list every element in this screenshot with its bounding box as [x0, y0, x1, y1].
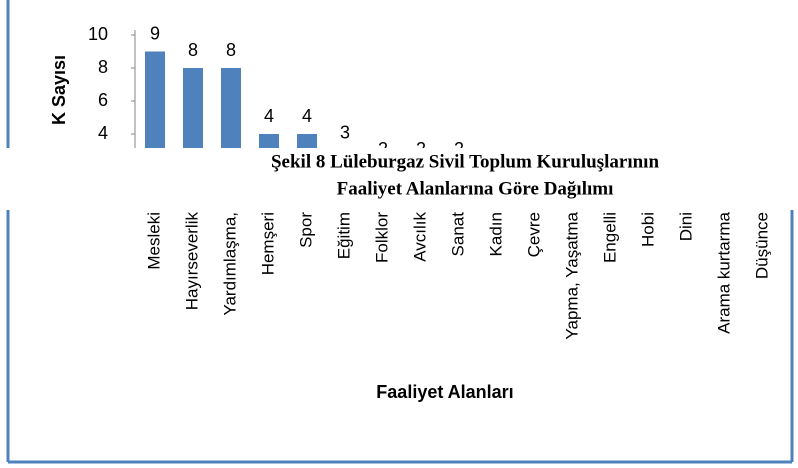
data-label: 2 [416, 139, 426, 159]
y-tick-label: 10 [88, 24, 108, 44]
y-tick-label: 6 [98, 90, 108, 110]
x-tick-label: Yardımlaşma, [220, 212, 239, 316]
x-tick-label: Eğitim [334, 212, 353, 259]
bar [183, 68, 203, 148]
data-label: 2 [378, 139, 388, 159]
caption: Şekil 8 Lüleburgaz Sivil Toplum Kuruluşl… [271, 151, 659, 172]
data-label: 1 [758, 155, 768, 175]
x-tick-label: Arama kurtarma [714, 211, 733, 333]
frame [6, 0, 794, 464]
bar [145, 51, 165, 148]
y-tick-label: 8 [98, 57, 108, 77]
data-label: 4 [264, 106, 274, 126]
x-tick-label: Mesleki [144, 212, 163, 270]
data-label: 9 [150, 23, 160, 43]
data-label: 2 [454, 139, 464, 159]
bar [297, 134, 317, 148]
x-tick-label: Yapma, Yaşatma [562, 211, 581, 339]
x-tick-label: Hobi [638, 212, 657, 247]
x-tick-label: Engelli [600, 212, 619, 263]
bar [259, 134, 279, 148]
x-tick-label: Hemşeri [258, 212, 277, 275]
data-label: 4 [302, 106, 312, 126]
x-tick-label: Kadın [486, 212, 505, 256]
x-axis-title: Faaliyet Alanları [376, 382, 513, 402]
x-tick-label: Spor [296, 212, 315, 248]
bar [715, 184, 735, 201]
x-tick-label: Hayırseverlik [182, 212, 201, 311]
data-label: 8 [226, 40, 236, 60]
y-axis-title: K Sayısı [49, 55, 69, 125]
x-tick-label: Düşünce [752, 212, 771, 279]
x-tick-label: Folklor [372, 212, 391, 263]
data-label: 1 [682, 155, 692, 175]
data-label: 1 [720, 155, 730, 175]
bar [639, 184, 659, 201]
x-tick-label: Dini [676, 212, 695, 241]
x-tick-label: Çevre [524, 212, 543, 257]
caption: Faaliyet Alanlarına Göre Dağılımı [337, 178, 614, 199]
x-tick-label: Sanat [448, 212, 467, 257]
data-label: 8 [188, 40, 198, 60]
bar [221, 68, 241, 148]
x-tick-label: Avcılık [410, 212, 429, 262]
data-label: 3 [340, 122, 350, 142]
bar [753, 184, 773, 201]
y-tick-label: 4 [98, 123, 108, 143]
bar [677, 184, 697, 201]
